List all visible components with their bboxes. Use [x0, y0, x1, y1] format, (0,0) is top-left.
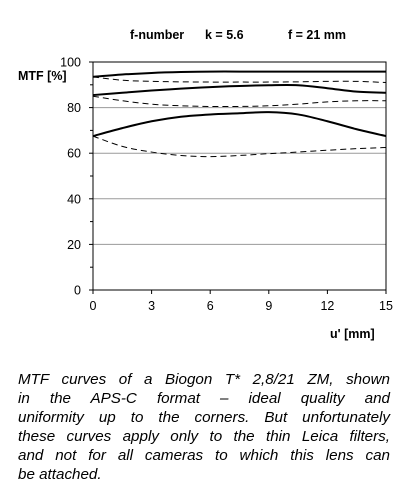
caption-line-1: MTF curves of a Biogon T* 2,8/21 ZM, sho… — [18, 371, 390, 388]
x-tick-labels: 0 3 6 9 12 15 — [90, 290, 393, 313]
x-tick-label: 6 — [207, 299, 214, 313]
mtf-series-4-dashed — [92, 95, 387, 108]
grid-lines — [89, 61, 386, 291]
plot-area-frame — [92, 61, 387, 291]
caption-line-4: these curves apply only to the thin Leic… — [18, 428, 390, 445]
mtf-series-1-solid — [92, 70, 386, 78]
focal-length-value: f = 21 mm — [288, 28, 346, 42]
mtf-chart-figure: f-number k = 5.6 f = 21 mm MTF [%] u' [m… — [18, 28, 393, 341]
fnumber-label: f-number — [130, 28, 184, 42]
y-tick-label: 80 — [67, 101, 81, 115]
mtf-series-2-dashed — [92, 76, 387, 84]
x-tick-label: 3 — [148, 299, 155, 313]
x-tick-label: 0 — [90, 299, 97, 313]
x-tick-label: 12 — [320, 299, 334, 313]
y-tick-label: 0 — [74, 284, 81, 298]
caption-line-6: be attached. — [18, 466, 102, 483]
series-lines — [92, 70, 387, 158]
caption-line-2: in the APS-C format – ideal quality and — [18, 390, 390, 407]
y-tick-label: 100 — [60, 56, 81, 70]
caption-line-5: and not for all cameras to which this le… — [18, 447, 390, 464]
y-tick-labels: 0 20 40 60 80 100 — [60, 56, 81, 298]
x-tick-label: 9 — [265, 299, 272, 313]
mtf-series-5-solid — [92, 111, 387, 138]
figure-caption: MTF curves of a Biogon T* 2,8/21 ZM, sho… — [18, 370, 390, 484]
mtf-series-6-dashed — [92, 135, 387, 158]
y-tick-label: 40 — [67, 192, 81, 206]
y-tick-label: 20 — [67, 238, 81, 252]
y-axis-label: MTF [%] — [18, 69, 67, 83]
x-axis-label: u' [mm] — [330, 327, 375, 341]
mtf-series-3-solid — [92, 84, 387, 97]
caption-line-3: uniformity up to the corners. But unfort… — [18, 409, 390, 426]
x-tick-label: 15 — [379, 299, 393, 313]
fnumber-value: k = 5.6 — [205, 28, 244, 42]
mtf-chart: f-number k = 5.6 f = 21 mm MTF [%] u' [m… — [18, 28, 393, 341]
y-tick-label: 60 — [67, 147, 81, 161]
